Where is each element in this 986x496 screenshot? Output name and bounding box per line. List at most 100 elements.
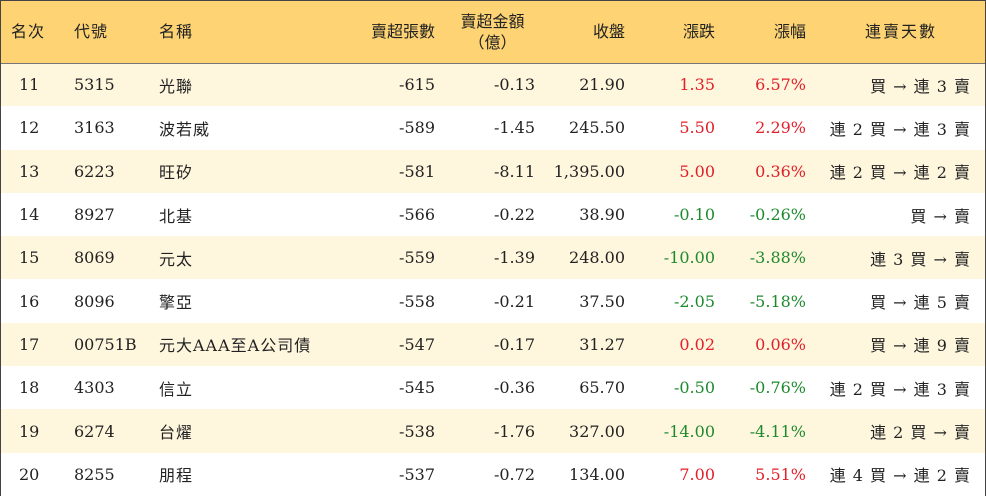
cell-change-pct: 6.57% xyxy=(755,75,806,95)
header-sell-amount-line2: （億） xyxy=(468,32,517,52)
cell-rank: 15 xyxy=(19,248,40,268)
table-row[interactable]: 12 3163 波若威 -589 -1.45 245.50 5.50 2.29% 連 2 買 →… xyxy=(1,106,985,150)
cell-sell-lots: -615 xyxy=(399,75,435,95)
header-rank[interactable]: 名次 xyxy=(11,22,46,42)
cell-close: 248.00 xyxy=(569,248,625,268)
cell-name[interactable]: 光聯 xyxy=(159,76,194,96)
header-streak[interactable]: 連賣天數 xyxy=(864,22,937,42)
cell-sell-amount: -1.76 xyxy=(493,421,535,441)
cell-change-pct: 0.06% xyxy=(755,334,806,354)
cell-rank: 18 xyxy=(19,378,40,398)
cell-change: 5.50 xyxy=(679,118,715,138)
cell-rank: 12 xyxy=(19,118,40,138)
cell-streak: 買 → 賣 xyxy=(910,206,971,226)
cell-close: 245.50 xyxy=(569,118,625,138)
cell-change-pct: 5.51% xyxy=(755,464,806,484)
cell-change-pct: -0.26% xyxy=(749,205,806,225)
cell-sell-lots: -538 xyxy=(399,421,435,441)
table-row[interactable]: 15 8069 元太 -559 -1.39 248.00 -10.00 -3.88% 連 3 買… xyxy=(1,236,985,280)
table-row[interactable]: 19 6274 台燿 -538 -1.76 327.00 -14.00 -4.11% 連 2 買… xyxy=(1,409,985,453)
cell-code[interactable]: 6274 xyxy=(74,421,115,441)
header-sell-lots[interactable]: 賣超張數 xyxy=(370,22,435,42)
cell-sell-lots: -581 xyxy=(399,161,435,181)
table-header-row: 名次 代號 名稱 賣超張數 賣超金額 （億） 收盤 漲跌 漲幅 連賣天數 xyxy=(1,1,985,63)
cell-change-pct: -4.11% xyxy=(749,421,806,441)
cell-code[interactable]: 8069 xyxy=(74,248,115,268)
cell-name[interactable]: 旺矽 xyxy=(159,163,194,183)
cell-change: 1.35 xyxy=(679,75,715,95)
cell-code[interactable]: 5315 xyxy=(74,75,115,95)
cell-change-pct: -3.88% xyxy=(749,248,806,268)
cell-rank: 11 xyxy=(19,75,40,95)
cell-rank: 19 xyxy=(19,421,40,441)
cell-sell-lots: -566 xyxy=(399,205,435,225)
cell-rank: 16 xyxy=(19,291,40,311)
cell-name[interactable]: 北基 xyxy=(159,206,194,226)
cell-change: 7.00 xyxy=(679,464,715,484)
cell-streak: 買 → 連 5 賣 xyxy=(870,293,971,313)
header-close[interactable]: 收盤 xyxy=(592,22,625,42)
cell-change-pct: -0.76% xyxy=(749,378,806,398)
cell-streak: 連 2 買 → 連 2 賣 xyxy=(829,163,971,183)
cell-change: -0.10 xyxy=(673,205,715,225)
cell-name[interactable]: 元太 xyxy=(159,249,194,269)
cell-code[interactable]: 4303 xyxy=(74,378,115,398)
cell-sell-lots: -559 xyxy=(399,248,435,268)
cell-code[interactable]: 6223 xyxy=(74,161,115,181)
header-sell-amount[interactable]: 賣超金額 （億） xyxy=(436,1,536,63)
cell-name[interactable]: 波若威 xyxy=(159,119,211,139)
cell-change: -14.00 xyxy=(663,421,715,441)
cell-sell-amount: -0.72 xyxy=(493,464,535,484)
cell-name[interactable]: 信立 xyxy=(159,379,194,399)
cell-sell-lots: -589 xyxy=(399,118,435,138)
table-row[interactable]: 11 5315 光聯 -615 -0.13 21.90 1.35 6.57% 買 → 連 3 賣 xyxy=(1,63,985,107)
table-row[interactable]: 14 8927 北基 -566 -0.22 38.90 -0.10 -0.26% 買 → 賣 xyxy=(1,192,985,237)
table-row[interactable]: 20 8255 朋程 -537 -0.72 134.00 7.00 5.51% 連 4 買 → … xyxy=(1,452,985,496)
cell-sell-amount: -0.17 xyxy=(493,334,535,354)
header-sell-amount-line1: 賣超金額 xyxy=(460,11,525,31)
cell-close: 31.27 xyxy=(579,334,625,354)
cell-close: 1,395.00 xyxy=(553,161,625,181)
cell-code[interactable]: 00751B xyxy=(74,334,137,354)
cell-close: 134.00 xyxy=(569,464,625,484)
cell-name[interactable]: 擎亞 xyxy=(159,293,194,313)
cell-change-pct: 0.36% xyxy=(755,161,806,181)
cell-streak: 買 → 連 9 賣 xyxy=(870,336,971,356)
cell-rank: 13 xyxy=(19,161,40,181)
cell-sell-amount: -1.39 xyxy=(493,248,535,268)
cell-sell-amount: -0.22 xyxy=(493,205,535,225)
table-row[interactable]: 18 4303 信立 -545 -0.36 65.70 -0.50 -0.76% 連 2 買 →… xyxy=(1,366,985,410)
cell-streak: 買 → 連 3 賣 xyxy=(870,76,971,96)
table-row[interactable]: 13 6223 旺矽 -581 -8.11 1,395.00 5.00 0.36% 連 2 買 … xyxy=(1,149,985,193)
cell-sell-amount: -0.36 xyxy=(493,378,535,398)
header-name[interactable]: 名稱 xyxy=(159,22,194,42)
cell-code[interactable]: 8096 xyxy=(74,291,115,311)
header-code[interactable]: 代號 xyxy=(74,22,109,42)
cell-name[interactable]: 元大AAA至A公司債 xyxy=(159,336,312,356)
table-row[interactable]: 16 8096 擎亞 -558 -0.21 37.50 -2.05 -5.18% 買 → 連 5… xyxy=(1,279,985,323)
cell-sell-amount: -0.13 xyxy=(493,75,535,95)
cell-close: 37.50 xyxy=(579,291,625,311)
cell-streak: 連 3 買 → 賣 xyxy=(870,249,971,269)
cell-change: 0.02 xyxy=(679,334,715,354)
cell-code[interactable]: 3163 xyxy=(74,118,115,138)
cell-sell-lots: -537 xyxy=(399,464,435,484)
cell-code[interactable]: 8927 xyxy=(74,205,115,225)
header-change[interactable]: 漲跌 xyxy=(682,22,715,42)
header-change-pct[interactable]: 漲幅 xyxy=(773,22,806,42)
cell-name[interactable]: 台燿 xyxy=(159,423,194,443)
cell-sell-lots: -547 xyxy=(399,334,435,354)
cell-rank: 14 xyxy=(19,205,40,225)
cell-streak: 連 2 買 → 連 3 賣 xyxy=(829,119,971,139)
cell-code[interactable]: 8255 xyxy=(74,464,115,484)
cell-sell-amount: -8.11 xyxy=(493,161,535,181)
cell-change: -10.00 xyxy=(663,248,715,268)
cell-close: 65.70 xyxy=(579,378,625,398)
cell-name[interactable]: 朋程 xyxy=(159,466,194,486)
table-row[interactable]: 17 00751B 元大AAA至A公司債 -547 -0.17 31.27 0.02 0.06… xyxy=(1,322,985,367)
cell-streak: 連 2 買 → 連 3 賣 xyxy=(829,379,971,399)
cell-change-pct: 2.29% xyxy=(755,118,806,138)
table-body: 11 5315 光聯 -615 -0.13 21.90 1.35 6.57% 買 → 連 3 賣… xyxy=(1,63,985,496)
